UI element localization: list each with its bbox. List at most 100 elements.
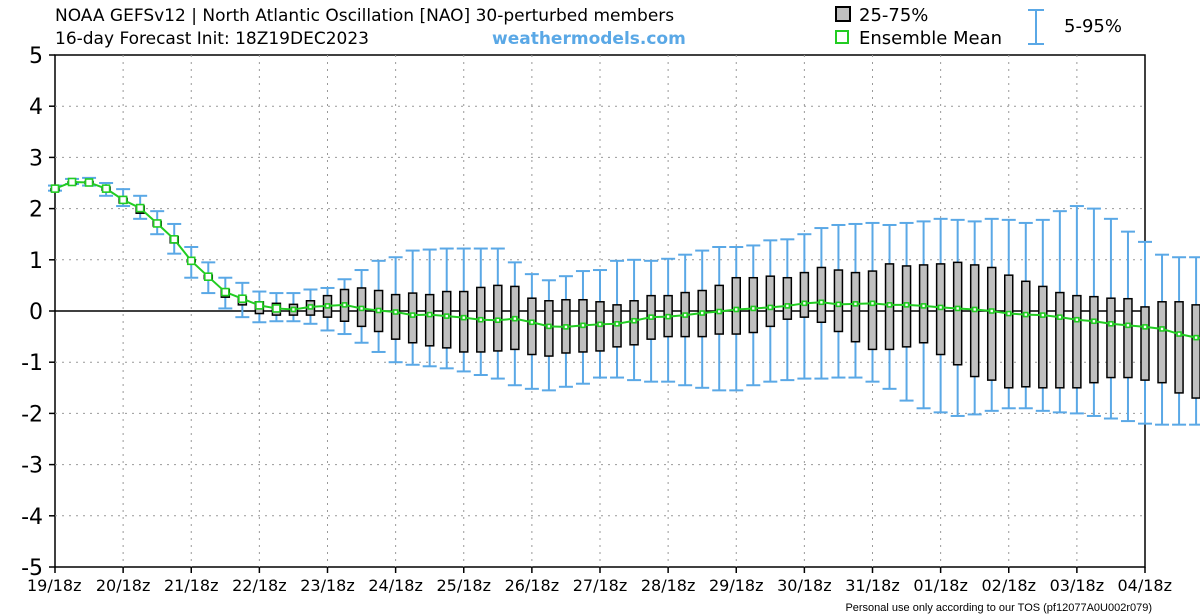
chart-title: NOAA GEFSv12 | North Atlantic Oscillatio… [55,6,675,26]
y-tick-label: 0 [29,300,43,325]
legend-range-label: 5-95% [1064,16,1122,37]
iqr-box [1140,306,1150,381]
iqr-box [782,276,793,320]
x-tick-label: 23/18z [300,576,355,595]
nao-forecast-chart: 5 4 3 2 1 0 -1 -2 -3 -4 -519/18z 20/18z 21/18z 22/18z… [21,44,1200,595]
mean-marker [665,313,671,320]
iqr-box [748,276,759,334]
x-tick-label: 28/18z [641,576,696,595]
mean-marker [1176,331,1182,337]
mean-marker [1022,311,1029,318]
mean-marker [409,312,416,318]
iqr-box [424,293,435,347]
mean-marker [477,316,484,323]
x-tick-label: 27/18z [573,576,628,595]
mean-marker [1159,326,1165,332]
footer-disclaimer: Personal use only according to our TOS (… [845,602,1152,614]
mean-marker [529,319,535,326]
mean-marker [733,306,740,313]
mean-marker [580,322,586,329]
mean-marker [1142,324,1148,330]
iqr-box [816,266,827,324]
mean-marker [750,305,757,312]
x-tick-label: 01/18z [913,576,968,595]
iqr-box [527,297,537,356]
y-tick-label: -4 [21,505,43,530]
mean-marker [546,323,552,330]
mean-marker [869,300,876,307]
iqr-box [1106,297,1116,379]
mean-marker [563,324,569,330]
iqr-box [833,269,844,333]
iqr-box [1055,291,1065,389]
legend-mean-label: Ensemble Mean [835,29,1002,49]
mean-marker [290,306,297,313]
mean-marker [835,301,842,308]
y-tick-label: 1 [29,249,43,274]
mean-marker [903,302,910,308]
mean-marker [50,184,60,193]
iqr-box [441,290,452,349]
mean-marker [152,219,162,228]
iqr-box [390,293,401,340]
mean-marker [135,203,145,213]
iqr-box [1021,280,1031,388]
mean-marker [784,303,791,309]
mean-marker [101,184,111,193]
x-tick-label: 03/18z [1050,576,1105,595]
iqr-box [731,276,741,335]
legend-mean-swatch [835,30,849,44]
mean-marker [221,287,230,297]
iqr-box [850,271,861,343]
mean-marker [84,178,94,187]
iqr-box [1004,274,1014,389]
mean-marker [495,317,501,324]
x-tick-label: 31/18z [845,576,900,595]
x-tick-label: 29/18z [709,576,764,595]
legend-whisker-icon [1028,9,1044,45]
y-tick-label: 5 [29,44,43,69]
legend-mean-text: Ensemble Mean [859,28,1003,49]
iqr-box [867,270,878,351]
mean-marker [375,307,382,314]
y-tick-label: 4 [29,95,43,120]
mean-marker [324,303,331,309]
mean-marker [597,321,603,328]
mean-marker [443,313,450,319]
y-tick-label: -1 [21,351,43,376]
x-tick-label: 25/18z [436,576,491,595]
iqr-box [1038,285,1048,389]
mean-marker [716,308,723,315]
iqr-box [459,290,469,353]
x-tick-label: 30/18z [777,576,832,595]
mean-marker [1108,320,1114,327]
x-tick-label: 22/18z [232,576,287,595]
x-tick-label: 19/18z [27,576,82,595]
mean-marker [937,304,944,311]
mean-marker [852,301,859,307]
mean-marker [307,304,314,310]
y-tick-label: -3 [21,454,43,479]
y-tick-label: 3 [29,146,43,171]
y-tick-label: -5 [21,556,43,581]
mean-marker [426,311,433,318]
mean-marker [988,308,995,314]
y-tick-label: 2 [29,198,43,223]
mean-marker [682,312,688,318]
y-tick-label: -2 [21,402,43,427]
mean-marker [203,272,213,281]
iqr-box [765,275,776,328]
mean-marker [1074,316,1080,323]
iqr-box [1072,294,1082,389]
mean-marker [818,299,825,306]
mean-marker [971,306,978,313]
x-tick-label: 02/18z [981,576,1036,595]
mean-marker [1005,310,1012,317]
forecast-init-label: 16-day Forecast Init: 18Z19DEC2023 [55,29,369,49]
mean-marker [767,304,774,311]
mean-marker [1125,322,1131,329]
iqr-box [1123,297,1133,379]
legend-box-label: 25-75% [835,6,928,26]
mean-marker [1057,314,1063,320]
mean-marker [614,320,620,327]
